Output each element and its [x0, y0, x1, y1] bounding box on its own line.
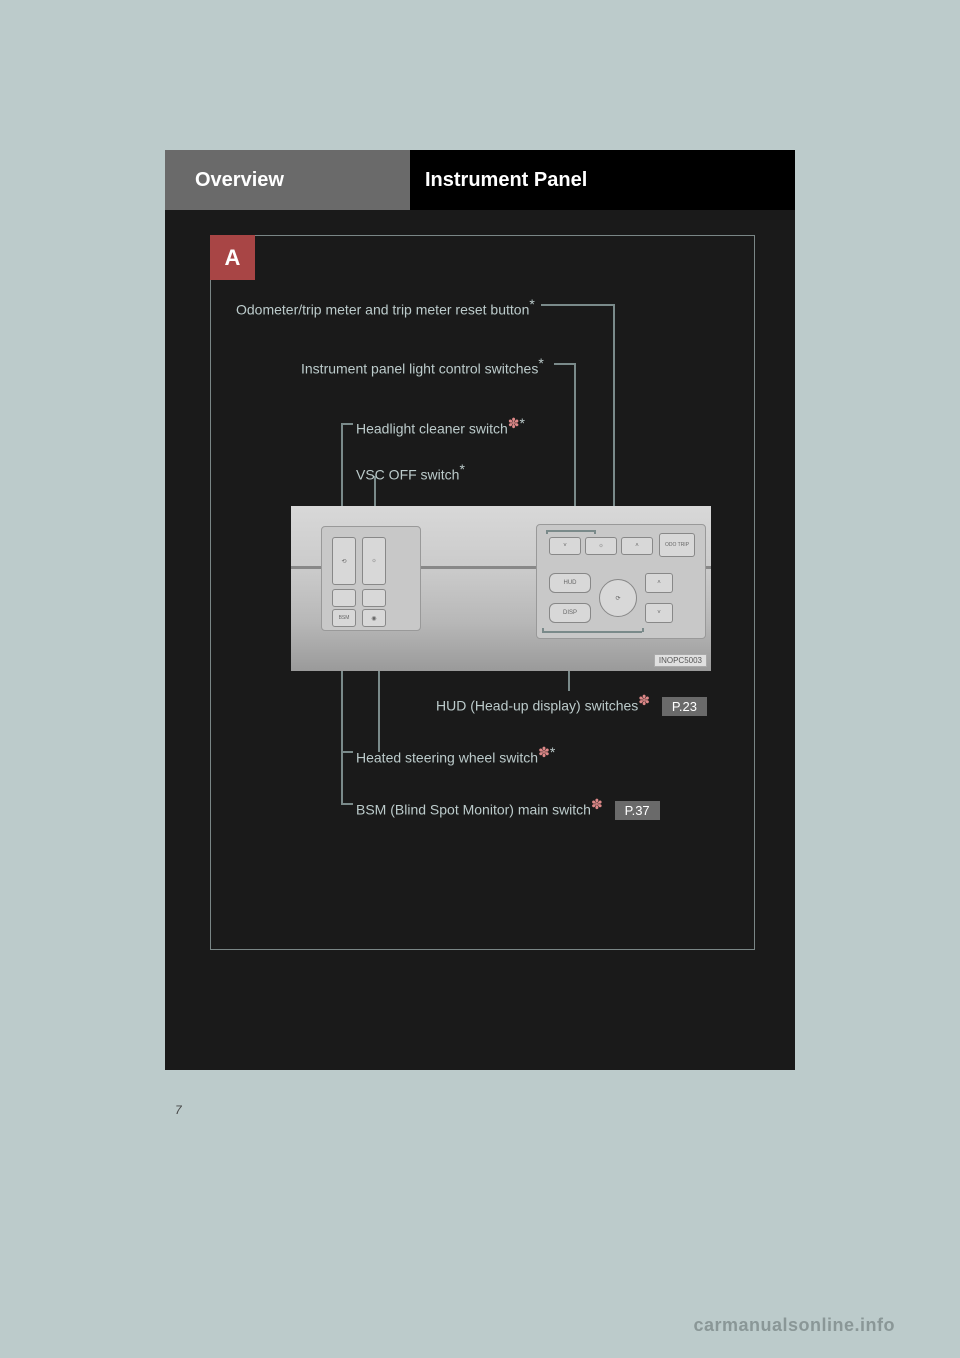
- photo-id-label: INOPC5003: [654, 654, 707, 667]
- switch-disp: DISP: [549, 603, 591, 623]
- leader-line: [574, 363, 576, 525]
- leader-bracket: [594, 530, 596, 534]
- watermark: carmanualsonline.info: [693, 1315, 895, 1336]
- label-panel-light: Instrument panel light control switches*: [301, 355, 544, 377]
- leader-bracket: [542, 631, 642, 633]
- label-vsc: VSC OFF switch*: [356, 461, 465, 483]
- leader-bracket: [546, 530, 594, 532]
- asterisk-icon: *: [459, 461, 464, 477]
- switch-icon: ◉: [362, 609, 386, 627]
- switch-chevron-down-icon: ˅: [549, 537, 581, 555]
- diamond-asterisk-icon: ✽: [508, 415, 520, 431]
- leader-bracket: [542, 628, 544, 632]
- switch-cluster-right: ˅ ☼ ˄ ODO TRIP HUD DISP ⟳ ˄ ˅: [536, 524, 706, 639]
- switch-icon: [362, 589, 386, 607]
- page-ref-hud: P.23: [662, 697, 707, 716]
- label-heated: Heated steering wheel switch✽*: [356, 744, 555, 766]
- leader-line: [341, 751, 353, 753]
- instrument-panel-photo: ⟲ ☼ BSM ◉ ˅ ☼ ˄ ODO TRIP HUD DISP ⟳: [291, 506, 711, 671]
- diamond-asterisk-icon: ✽: [638, 692, 650, 708]
- asterisk-icon: *: [538, 355, 543, 371]
- switch-odo-trip: ODO TRIP: [659, 533, 695, 557]
- badge-letter: A: [225, 245, 241, 271]
- section-badge: A: [210, 235, 255, 280]
- asterisk-icon: *: [550, 744, 555, 760]
- content-frame: A Odometer/trip meter and trip meter res…: [210, 235, 755, 950]
- header-section-left: Overview: [165, 150, 410, 210]
- page-number: 7: [175, 1103, 182, 1117]
- leader-bracket: [642, 628, 644, 632]
- leader-line: [341, 423, 353, 425]
- switch-hud: HUD: [549, 573, 591, 593]
- diamond-asterisk-icon: ✽: [591, 796, 603, 812]
- label-bsm: BSM (Blind Spot Monitor) main switch✽ P.…: [356, 796, 660, 820]
- label-odometer: Odometer/trip meter and trip meter reset…: [236, 296, 535, 318]
- label-hud: HUD (Head-up display) switches✽ P.23: [436, 692, 707, 716]
- switch-icon: BSM: [332, 609, 356, 627]
- switch-icon: ⟲: [332, 537, 356, 585]
- leader-bracket: [546, 530, 548, 534]
- switch-down-icon: ˅: [645, 603, 673, 623]
- label-headlight: Headlight cleaner switch✽*: [356, 415, 525, 437]
- leader-line: [541, 304, 613, 306]
- switch-dial-icon: ⟳: [599, 579, 637, 617]
- header-title-overview: Overview: [195, 169, 284, 192]
- page-header: Overview Instrument Panel: [165, 150, 795, 210]
- switch-up-icon: ˄: [645, 573, 673, 593]
- switch-cluster-left: ⟲ ☼ BSM ◉: [321, 526, 421, 631]
- switch-icon: ☼: [362, 537, 386, 585]
- header-section-right: Instrument Panel: [410, 150, 795, 210]
- page-ref-bsm: P.37: [615, 801, 660, 820]
- dark-panel: Overview Instrument Panel A Odometer/tri…: [165, 150, 795, 1070]
- leader-line: [613, 304, 615, 522]
- switch-brightness-icon: ☼: [585, 537, 617, 555]
- leader-line: [341, 803, 353, 805]
- asterisk-icon: *: [529, 296, 534, 312]
- leader-line: [554, 363, 574, 365]
- header-title-instrument: Instrument Panel: [425, 169, 587, 192]
- diamond-asterisk-icon: ✽: [538, 744, 550, 760]
- switch-chevron-up-icon: ˄: [621, 537, 653, 555]
- asterisk-icon: *: [519, 415, 524, 431]
- switch-icon: [332, 589, 356, 607]
